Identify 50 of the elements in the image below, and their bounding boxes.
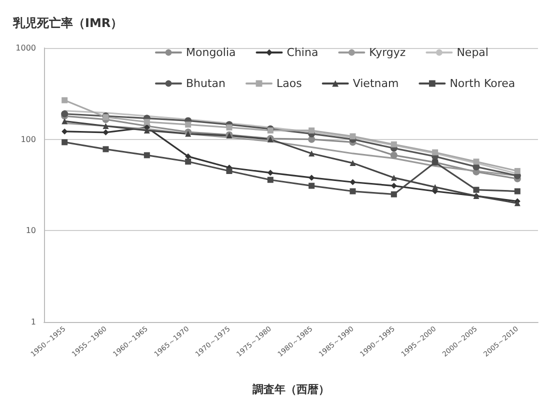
- legend-label: Nepal: [456, 46, 488, 59]
- point: [308, 150, 315, 156]
- point: [514, 168, 520, 174]
- point: [390, 152, 398, 159]
- legend-label: Bhutan: [186, 77, 226, 90]
- point: [62, 139, 68, 146]
- point: [62, 97, 68, 104]
- point: [350, 179, 356, 186]
- point: [308, 182, 315, 189]
- y-tick-label: 10: [26, 226, 36, 236]
- legend-label: China: [286, 46, 318, 59]
- point: [473, 186, 480, 193]
- chart-title: 乳児死亡率（IMR）: [12, 16, 123, 30]
- legend-label: Laos: [276, 77, 302, 90]
- point: [432, 184, 438, 190]
- point: [61, 110, 68, 118]
- y-tick-label: 100: [20, 134, 36, 144]
- legend-label: Vietnam: [352, 77, 399, 90]
- point: [432, 149, 438, 156]
- point: [144, 152, 150, 158]
- point: [390, 182, 397, 189]
- point: [185, 122, 192, 128]
- point: [390, 141, 397, 148]
- point: [350, 160, 356, 166]
- legend-label: Kyrgyz: [369, 46, 406, 59]
- point: [473, 158, 480, 165]
- point: [102, 122, 109, 129]
- point: [350, 188, 356, 194]
- point: [102, 129, 109, 136]
- point: [102, 146, 109, 152]
- point: [226, 168, 232, 174]
- y-tick-label: 1: [30, 318, 36, 326]
- legend-label: Mongolia: [186, 46, 236, 59]
- point: [144, 118, 150, 125]
- point: [226, 124, 232, 130]
- legend-label: North Korea: [450, 77, 516, 90]
- point: [144, 127, 150, 134]
- point: [514, 188, 520, 194]
- point: [308, 174, 315, 181]
- x-axis-title: 調査年（西暦）: [252, 383, 330, 396]
- point: [267, 170, 274, 176]
- y-tick-label: 1000: [16, 44, 36, 52]
- point: [185, 158, 192, 165]
- point: [350, 133, 356, 140]
- point: [390, 191, 397, 198]
- point: [185, 153, 192, 160]
- point: [308, 127, 315, 134]
- point: [62, 118, 68, 124]
- point: [390, 174, 397, 181]
- point: [267, 176, 274, 183]
